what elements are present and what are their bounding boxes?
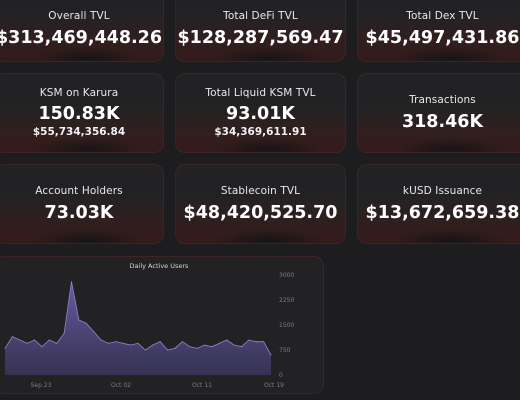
- data-point: [130, 344, 132, 346]
- data-point: [33, 339, 36, 341]
- x-tick-label: Oct 02: [111, 382, 131, 389]
- stat-label: KSM on Karura: [39, 87, 119, 100]
- x-tick-label: Sep 23: [31, 382, 52, 389]
- total-liquid-ksm-tvl-card: Total Liquid KSM TVL 93.01K $34,369,611.…: [175, 73, 346, 153]
- data-point: [115, 341, 117, 343]
- chart-svg: Sep 23 Oct 02 Oct 11 Oct 19 3000 2250 1500 750…: [4, 272, 294, 389]
- data-point: [166, 349, 169, 351]
- kusd-issuance-card: kUSD Issuance $13,672,659.38: [357, 164, 520, 244]
- y-tick-label: 0: [279, 372, 283, 379]
- data-point: [270, 354, 272, 356]
- data-point: [240, 346, 243, 348]
- stat-value: $13,672,659.38: [365, 202, 520, 223]
- data-point: [107, 342, 110, 344]
- stat-value: 318.46K: [401, 111, 484, 132]
- stat-value: 150.83K: [38, 103, 120, 124]
- stat-label: Total Dex TVL: [406, 10, 479, 23]
- x-tick-label: Oct 11: [192, 382, 212, 389]
- stat-value: 73.03K: [44, 202, 114, 223]
- stat-label: Stablecoin TVL: [220, 185, 301, 198]
- data-point: [263, 341, 265, 343]
- data-point: [93, 331, 95, 333]
- data-point: [174, 347, 176, 349]
- stat-label: Total DeFi TVL: [223, 10, 298, 23]
- data-point: [137, 342, 139, 344]
- data-point: [203, 344, 206, 346]
- stat-value: $45,497,431.86: [365, 27, 520, 48]
- data-point: [196, 347, 198, 349]
- total-defi-tvl-card: Total DeFi TVL $128,287,569.47: [175, 0, 346, 62]
- data-point: [41, 346, 43, 348]
- ksm-on-karura-card: KSM on Karura 150.83K $55,734,356.84: [0, 73, 164, 153]
- data-point: [226, 339, 228, 341]
- x-tick-label: Oct 19: [264, 382, 284, 389]
- series-area: [5, 281, 271, 375]
- data-point: [11, 336, 13, 338]
- data-point: [218, 342, 220, 344]
- stat-value: $128,287,569.47: [177, 27, 344, 48]
- stat-subvalue: $34,369,611.91: [214, 126, 307, 139]
- y-tick-label: 1500: [279, 322, 294, 329]
- data-point: [152, 344, 154, 346]
- data-point: [248, 339, 250, 341]
- transactions-card: Transactions 318.46K: [357, 73, 520, 153]
- overall-tvl-card: Overall TVL $313,469,448.26: [0, 0, 164, 62]
- data-point: [159, 341, 161, 343]
- stat-value: $48,420,525.70: [183, 202, 338, 223]
- y-tick-label: 750: [279, 347, 291, 354]
- data-point: [100, 339, 102, 341]
- data-point: [19, 339, 21, 341]
- total-dex-tvl-card: Total Dex TVL $45,497,431.86: [357, 0, 520, 62]
- stat-value: $313,469,448.26: [0, 27, 163, 48]
- stat-subvalue: $55,734,356.84: [32, 126, 126, 139]
- stat-label: Total Liquid KSM TVL: [205, 87, 316, 100]
- data-point: [211, 346, 213, 348]
- chart-title: Daily Active Users: [129, 262, 189, 270]
- stat-label: Transactions: [409, 94, 476, 107]
- daily-active-users-chart: Daily Active Users Sep 23 Oct 02 Oct 11 Oct…: [0, 256, 324, 394]
- data-point: [189, 346, 191, 348]
- stat-value: 93.01K: [226, 103, 295, 124]
- data-point: [4, 347, 6, 349]
- data-point: [85, 322, 87, 324]
- account-holders-card: Account Holders 73.03K: [0, 164, 164, 244]
- data-point: [144, 349, 146, 351]
- stat-label: Account Holders: [35, 185, 123, 198]
- data-point: [255, 341, 257, 343]
- y-tick-label: 2250: [279, 297, 294, 304]
- data-point: [233, 344, 235, 346]
- data-point: [122, 342, 124, 344]
- data-point: [63, 332, 65, 334]
- y-tick-label: 3000: [279, 272, 294, 279]
- stablecoin-tvl-card: Stablecoin TVL $48,420,525.70: [175, 164, 346, 244]
- data-point: [181, 341, 183, 343]
- data-point: [48, 339, 50, 341]
- stat-label: Overall TVL: [48, 10, 110, 23]
- data-point: [70, 281, 73, 283]
- data-point: [78, 319, 80, 321]
- data-point: [56, 342, 58, 344]
- stat-label: kUSD Issuance: [402, 185, 483, 198]
- data-point: [26, 342, 28, 344]
